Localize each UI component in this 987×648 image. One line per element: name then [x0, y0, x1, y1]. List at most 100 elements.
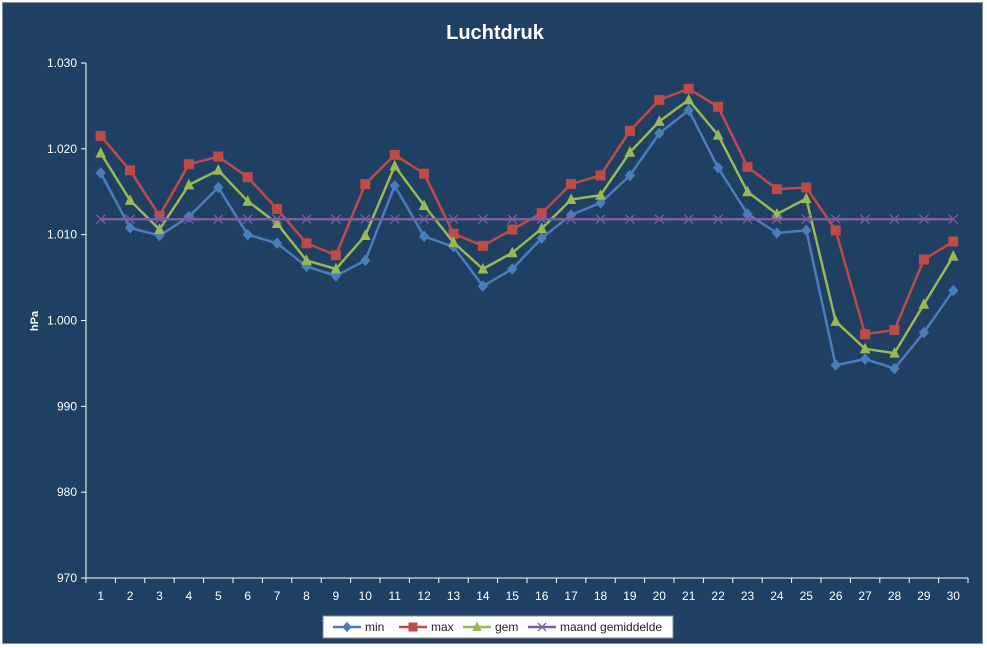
- x-tick-label: 15: [506, 589, 520, 603]
- x-marker-stroke: [330, 214, 341, 225]
- data-point-maand-gemiddelde: [713, 214, 724, 225]
- x-tick-label: 8: [303, 589, 310, 603]
- data-point-gem: [330, 262, 342, 274]
- data-point-min: [95, 167, 106, 179]
- line-chart: Luchtdruk hPa 970 980 990 1.000 1.010 1.020 1.…: [29, 22, 969, 639]
- data-point-max: [330, 250, 341, 261]
- data-point-maand-gemiddelde: [742, 214, 753, 225]
- data-point-min: [712, 161, 724, 174]
- series-line-max: [99, 87, 954, 336]
- data-point-min: [830, 359, 841, 371]
- data-point-max: [566, 179, 577, 190]
- data-point-maand-gemiddelde: [242, 214, 253, 225]
- x-marker-stroke: [507, 214, 518, 225]
- data-point-maand-gemiddelde: [419, 214, 430, 225]
- data-point-maand-gemiddelde: [566, 214, 577, 225]
- series-gem: [95, 93, 959, 358]
- data-point-maand-gemiddelde: [536, 214, 547, 225]
- data-point-max: [771, 184, 782, 195]
- data-point-min: [213, 181, 224, 194]
- data-point-min: [271, 237, 283, 249]
- x-tick-label: 10: [359, 589, 373, 603]
- x-marker-stroke: [95, 214, 106, 225]
- data-point-gem: [536, 222, 548, 234]
- x-tick-label: 24: [770, 589, 784, 603]
- legend-marker-gem: [472, 621, 482, 631]
- data-point-max: [830, 225, 841, 236]
- x-marker-stroke: [801, 214, 812, 225]
- data-point-gem: [506, 246, 518, 258]
- data-point-max: [654, 94, 665, 105]
- data-point-max: [360, 179, 371, 190]
- x-tick-label: 11: [388, 589, 401, 603]
- x-marker-stroke: [154, 214, 165, 225]
- data-point-max: [507, 224, 518, 235]
- x-marker-stroke: [683, 214, 694, 225]
- data-point-min: [859, 353, 871, 365]
- data-point-maand-gemiddelde: [830, 214, 841, 225]
- x-tick-label: 19: [623, 589, 637, 603]
- chart-title: Luchtdruk: [446, 22, 545, 44]
- data-point-maand-gemiddelde: [595, 214, 606, 225]
- y-tick-label: 1.030: [47, 56, 77, 70]
- data-point-maand-gemiddelde: [95, 214, 106, 225]
- data-point-gem: [242, 195, 254, 206]
- y-tick-label: 970: [57, 571, 77, 585]
- data-point-gem: [683, 93, 695, 105]
- x-tick-label: 9: [333, 589, 340, 603]
- x-tick-label: 23: [741, 589, 755, 603]
- data-point-gem: [830, 315, 842, 326]
- data-point-gem: [742, 185, 753, 197]
- data-point-gem: [653, 115, 665, 126]
- data-point-min: [536, 232, 547, 244]
- legend-box: [322, 615, 674, 639]
- x-marker-stroke: [624, 214, 635, 225]
- x-marker-stroke: [654, 214, 665, 225]
- x-tick-label: 1: [97, 589, 104, 603]
- data-point-gem: [271, 217, 283, 229]
- data-point-min: [771, 227, 783, 239]
- x-tick-label: 18: [594, 589, 608, 603]
- data-point-maand-gemiddelde: [918, 214, 929, 225]
- series-maand-gemiddelde: [95, 214, 959, 225]
- y-tick-label: 980: [57, 485, 77, 499]
- data-point-max: [242, 172, 253, 183]
- x-tick-label: 5: [215, 589, 222, 603]
- data-point-gem: [565, 193, 577, 204]
- x-tick-label: 16: [535, 589, 549, 603]
- data-point-maand-gemiddelde: [771, 214, 782, 225]
- x-tick-label: 20: [653, 589, 667, 603]
- data-point-max: [419, 168, 430, 179]
- x-marker-stroke: [360, 214, 371, 225]
- legend-label-min: min: [365, 620, 384, 634]
- data-point-max: [183, 159, 194, 170]
- data-point-maand-gemiddelde: [154, 214, 165, 225]
- data-point-maand-gemiddelde: [389, 214, 400, 225]
- x-marker-stroke: [830, 214, 841, 225]
- data-point-gem: [359, 229, 371, 241]
- x-marker-stroke: [918, 214, 929, 225]
- data-point-min: [624, 169, 636, 182]
- data-point-gem: [418, 199, 430, 210]
- data-point-max: [213, 151, 224, 162]
- data-point-min: [507, 263, 518, 275]
- y-tick-label: 1.000: [47, 314, 77, 328]
- data-point-min: [801, 224, 812, 237]
- data-point-max: [301, 238, 312, 249]
- data-point-gem: [947, 250, 959, 261]
- data-point-max: [860, 329, 871, 340]
- x-marker-stroke: [771, 214, 782, 225]
- x-tick-label: 6: [244, 589, 251, 603]
- data-point-min: [360, 254, 371, 267]
- data-point-max: [272, 203, 283, 214]
- data-point-max: [742, 161, 753, 172]
- data-point-gem: [800, 192, 812, 204]
- data-point-maand-gemiddelde: [213, 214, 224, 225]
- data-point-maand-gemiddelde: [360, 214, 371, 225]
- x-marker-stroke: [389, 214, 400, 225]
- data-point-maand-gemiddelde: [507, 214, 518, 225]
- x-marker-stroke: [566, 214, 577, 225]
- x-tick-label: 4: [186, 589, 193, 603]
